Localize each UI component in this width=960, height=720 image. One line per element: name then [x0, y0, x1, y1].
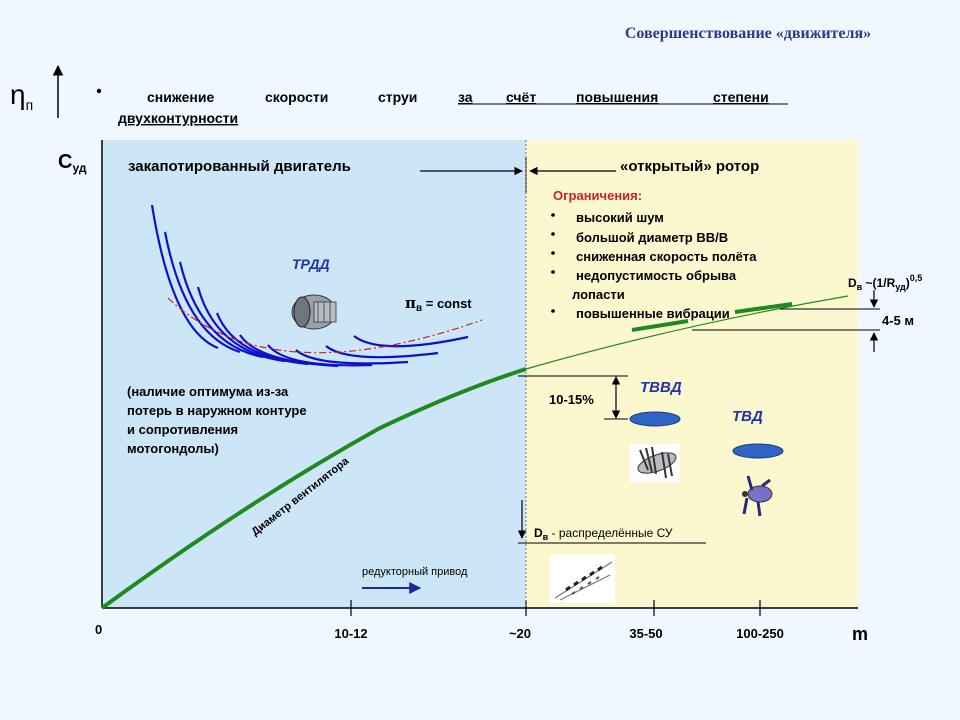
origin-label: 0	[95, 622, 102, 637]
open-rotor-label: «открытый» ротор	[620, 158, 759, 175]
bullet-line2: двухконтурности	[118, 110, 238, 126]
turbofan-engine-icon	[291, 294, 337, 330]
svg-text:высокий шум: высокий шум	[576, 210, 664, 225]
gap-4-5-label: 4-5 м	[882, 313, 914, 328]
svg-text:струи: струи	[378, 89, 417, 105]
svg-text:за: за	[458, 89, 473, 105]
x-axis-label: m	[852, 624, 868, 644]
svg-text:повышенные вибрации: повышенные вибрации	[576, 306, 730, 321]
tvvd-ellipse	[629, 411, 681, 427]
svg-text:сниженная скорость полёта: сниженная скорость полёта	[576, 249, 757, 264]
svg-text:(наличие оптимума из-за: (наличие оптимума из-за	[127, 384, 289, 399]
optimum-envelope	[167, 297, 483, 354]
fan-diameter-curve-thin	[525, 295, 849, 370]
x-tick-label: 10-12	[334, 626, 367, 641]
slide-title: Совершенствование «движителя»	[625, 25, 871, 42]
svg-text:скорости: скорости	[265, 89, 328, 105]
svg-text:степени: степени	[713, 89, 769, 105]
enclosed-engine-label: закапотированный двигатель	[128, 158, 351, 175]
enclosed-engine-region	[102, 140, 526, 608]
x-tick-label: ~20	[509, 626, 531, 641]
turboprop-engine-icon	[742, 475, 773, 517]
eta-label: ηп	[10, 79, 33, 113]
svg-text:мотогондолы): мотогондолы)	[127, 441, 219, 456]
svg-text:недопустимость обрыва: недопустимость обрыва	[576, 268, 737, 283]
svg-text:и сопротивления: и сопротивления	[127, 422, 238, 437]
svg-text:повышения: повышения	[576, 89, 658, 105]
y-axis-label: Суд	[58, 151, 87, 175]
fan-diameter-segment-a	[631, 319, 689, 332]
x-tick-label: 35-50	[629, 626, 662, 641]
tvvd-label: ТВВД	[640, 379, 682, 396]
distributed-label: Dв - распределённые СУ	[534, 526, 673, 542]
svg-text:потерь в наружном контуре: потерь в наружном контуре	[127, 403, 307, 418]
x-tick-label: 100-250	[736, 626, 784, 641]
reducer-label: редукторный привод	[362, 566, 468, 578]
distributed-propulsion-icon	[550, 555, 615, 603]
dv-formula: Dв ~(1/Rуд)0,5	[848, 273, 922, 292]
svg-text:большой диаметр ВВ/В: большой диаметр ВВ/В	[576, 230, 728, 245]
bullet-dot	[96, 88, 102, 94]
bullet-line1: снижение скорости струи за счёт повышени…	[147, 89, 769, 105]
limits-list: высокий шум большой диаметр ВВ/В сниженн…	[551, 210, 757, 321]
open-rotor-region	[526, 140, 858, 608]
trdd-curves	[150, 204, 469, 368]
svg-text:счёт: счёт	[506, 89, 536, 105]
svg-text:снижение: снижение	[147, 89, 214, 105]
svg-text:лопасти: лопасти	[572, 287, 625, 302]
tvd-label: ТВД	[732, 408, 763, 425]
limits-header: Ограничения:	[553, 188, 642, 203]
pi-const-label: πв = const	[405, 294, 472, 314]
gap-10-15-label: 10-15%	[549, 392, 594, 407]
fan-diameter-curve-thick	[100, 367, 527, 610]
trdd-label: ТРДД	[292, 256, 330, 272]
propfan-engine-icon	[630, 444, 680, 482]
fan-diameter-segment-b	[734, 302, 793, 314]
tvd-ellipse	[732, 443, 784, 459]
optimum-note: (наличие оптимума из-за потерь в наружно…	[127, 384, 307, 456]
